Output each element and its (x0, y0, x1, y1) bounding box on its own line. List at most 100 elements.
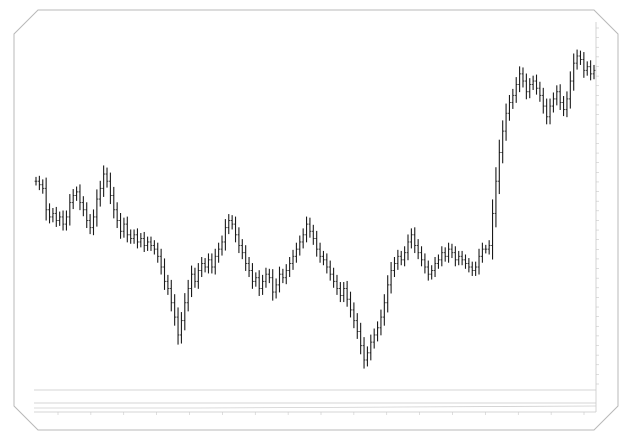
price-bar (565, 91, 569, 118)
price-bar (423, 253, 427, 274)
price-bar (359, 322, 363, 355)
price-bar (85, 202, 89, 229)
price-bar (376, 321, 379, 342)
price-bar (139, 233, 143, 248)
price-bar (220, 235, 224, 256)
price-bar (338, 282, 342, 303)
price-bar (460, 250, 464, 266)
price-bar (416, 239, 420, 260)
price-bar (149, 236, 153, 251)
price-bar (146, 236, 149, 251)
price-bar (75, 186, 78, 201)
price-bar (464, 254, 467, 269)
price-bar (487, 240, 491, 255)
price-bar (61, 210, 65, 231)
price-bar (393, 256, 396, 278)
x-axis-ticks (57, 412, 585, 415)
price-bar (291, 249, 295, 270)
price-bar (207, 253, 210, 274)
price-bar (105, 167, 109, 188)
price-bar (92, 209, 95, 236)
price-bar (531, 75, 535, 90)
price-bar (136, 228, 139, 249)
price-bar (453, 246, 457, 267)
price-bar (352, 302, 356, 329)
price-bar (579, 50, 582, 65)
price-bar (95, 189, 99, 227)
price-bar (332, 267, 335, 288)
price-bar (484, 244, 488, 254)
price-bar (176, 307, 180, 345)
price-bar (257, 270, 261, 296)
price-bar (295, 242, 298, 263)
price-bar (234, 216, 237, 243)
price-bar (433, 256, 437, 278)
price-bar (545, 98, 549, 125)
price-bar (511, 88, 515, 109)
price-bar (372, 328, 376, 349)
price-bar (521, 67, 525, 88)
price-bar (213, 248, 217, 275)
price-bar (315, 230, 319, 257)
price-bar (129, 229, 133, 244)
price-bar (190, 265, 193, 298)
price-bar (247, 256, 251, 278)
price-bar (572, 53, 576, 91)
price-bar (481, 242, 484, 263)
price-bar (585, 61, 589, 76)
price-bar (366, 346, 369, 367)
price-bar (440, 246, 444, 267)
price-bar (122, 217, 126, 238)
price-bar (386, 275, 390, 313)
price-bar (34, 176, 38, 186)
price-bar (467, 258, 471, 273)
price-bar (210, 253, 214, 274)
price-bar (166, 274, 170, 295)
price-bar (328, 260, 332, 281)
price-bar (125, 216, 129, 243)
price-bar (274, 278, 278, 299)
price-bar (132, 229, 136, 244)
price-bar (88, 214, 92, 235)
price-bar (251, 263, 254, 289)
price-bar (518, 66, 521, 93)
price-bar (305, 216, 308, 243)
price-bar (403, 246, 407, 267)
price-bar (284, 264, 288, 285)
price-bar (193, 267, 197, 288)
price-bar (562, 96, 565, 117)
price-bar (382, 294, 386, 326)
price-bar (389, 262, 393, 294)
price-bar (227, 214, 231, 235)
price-bar (48, 203, 51, 224)
price-bar (78, 184, 82, 211)
price-bar (180, 312, 183, 344)
price-bar (491, 199, 494, 260)
price-bar (112, 186, 116, 219)
price-bar (71, 189, 75, 210)
price-bar (223, 219, 227, 251)
price-bar (558, 84, 562, 111)
price-bar (345, 280, 349, 307)
price-bar (240, 239, 244, 260)
price-bar (501, 120, 505, 164)
price-bar (264, 267, 268, 288)
price-bar (552, 92, 555, 113)
price-bar (81, 196, 85, 217)
price-bar (437, 254, 440, 269)
price-bar (230, 215, 234, 230)
price-bar (362, 337, 366, 369)
frame-border (13, 9, 619, 431)
price-bar (65, 210, 68, 231)
price-bar (335, 274, 339, 295)
price-bar (322, 250, 325, 266)
price-bar (504, 103, 508, 141)
price-bar (196, 263, 200, 289)
price-bar (528, 78, 532, 99)
price-bar (568, 71, 572, 109)
price-bar (115, 202, 119, 229)
price-bar (457, 250, 461, 266)
price-bar (54, 206, 58, 227)
price-bar (379, 309, 383, 336)
